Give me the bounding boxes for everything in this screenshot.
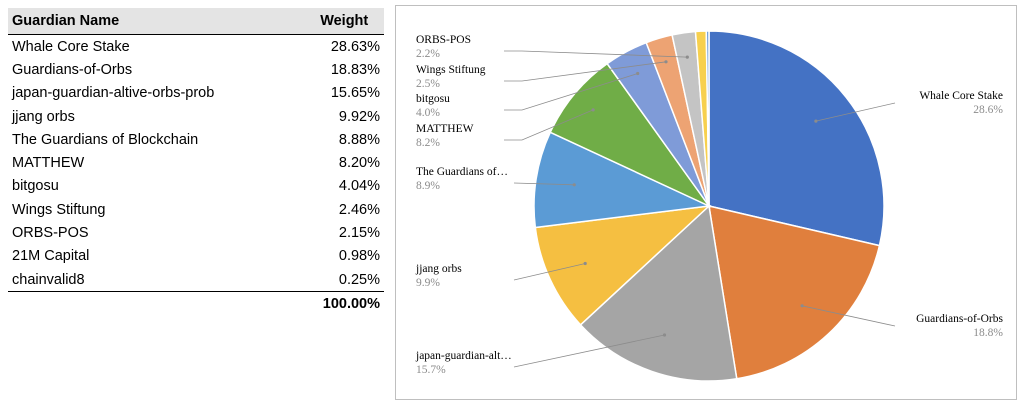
leader-line: [504, 109, 594, 141]
pie-slice-chainvalid8: [705, 30, 710, 207]
leader-dot: [685, 55, 689, 59]
slice-label: The Guardians of…: [416, 166, 508, 178]
table-row: Wings Stiftung 2.46%: [8, 198, 384, 221]
header-weight: Weight: [278, 8, 384, 35]
slice-label: bitgosu: [416, 93, 450, 105]
slice-value-label: 2.2%: [416, 48, 440, 60]
leader-dot: [814, 119, 818, 123]
table-row: bitgosu 4.04%: [8, 175, 384, 198]
guardian-name-cell: Wings Stiftung: [12, 201, 106, 218]
guardian-weight-table-container: Guardian Name Weight Whale Core Stake 28.…: [8, 8, 384, 316]
slice-value-label: 8.9%: [416, 180, 440, 192]
table-row: MATTHEW 8.20%: [8, 151, 384, 174]
slice-value-label: 8.2%: [416, 137, 440, 149]
pie-slice-guardians-of-orbs: [708, 205, 881, 380]
leader-line: [504, 61, 667, 82]
guardian-name-cell: jjang orbs: [12, 108, 75, 125]
pie-slice-jjang-orbs: [534, 204, 712, 326]
table-row: jjang orbs 9.92%: [8, 105, 384, 128]
table-row: chainvalid8 0.25%: [8, 267, 384, 293]
guardian-name-cell: The Guardians of Blockchain: [12, 131, 199, 148]
slice-label: japan-guardian-alt…: [415, 350, 512, 362]
leader-dot: [583, 261, 587, 266]
leader-line: [504, 50, 688, 58]
slice-label: MATTHEW: [416, 123, 474, 135]
slice-value-label: 4.0%: [416, 107, 440, 119]
slice-label: ORBS-POS: [416, 34, 471, 46]
leader-line: [802, 305, 896, 327]
guardian-name-cell: 21M Capital: [12, 248, 90, 265]
leader-dot: [662, 333, 667, 337]
header-guardian-name: Guardian Name: [8, 8, 279, 35]
weight-cell: 18.83%: [330, 61, 380, 78]
slice-value-label: 28.6%: [973, 104, 1003, 116]
guardian-name-cell: MATTHEW: [12, 155, 85, 172]
slice-label: Guardians-of-Orbs: [916, 313, 1003, 325]
table-row: Guardians-of-Orbs 18.83%: [8, 58, 384, 81]
guardian-name-cell: bitgosu: [12, 178, 59, 195]
guardian-weight-table: Guardian Name Weight Whale Core Stake 28.…: [8, 8, 384, 316]
pie-slice-the-guardians-of-blockchain: [533, 131, 712, 229]
total-weight: 100.00%: [322, 296, 380, 313]
guardian-name-cell: Guardians-of-Orbs: [12, 61, 133, 78]
leader-dot: [591, 108, 595, 112]
leader-dot: [664, 60, 668, 64]
table-row: japan-guardian-altive-orbs-prob 15.65%: [8, 82, 384, 105]
leader-line: [513, 334, 665, 368]
pie-chart-frame: Whale Core Stake 28.6% Guardians-of-Orbs 18…: [395, 5, 1017, 400]
table-row: 21M Capital 0.98%: [8, 245, 384, 268]
weight-cell: 2.46%: [338, 201, 380, 218]
weight-cell: 2.15%: [338, 225, 380, 242]
slice-value-label: 15.7%: [416, 364, 446, 376]
guardian-name-cell: Whale Core Stake: [12, 38, 130, 55]
weight-cell: 9.92%: [338, 108, 380, 125]
guardian-name-cell: japan-guardian-altive-orbs-prob: [12, 85, 215, 102]
weight-cell: 28.63%: [330, 38, 380, 55]
leader-line: [504, 73, 638, 111]
weight-cell: 0.25%: [278, 267, 384, 293]
table-row: Whale Core Stake 28.63%: [8, 35, 384, 59]
weight-cell: 8.20%: [338, 155, 380, 172]
weight-cell: 4.04%: [338, 178, 380, 195]
slice-label: jjang orbs: [415, 263, 462, 275]
leader-line: [513, 263, 586, 281]
leader-dot: [572, 183, 576, 187]
weight-cell: 0.98%: [338, 248, 380, 265]
leader-line: [815, 102, 896, 122]
slice-value-label: 18.8%: [973, 327, 1003, 339]
leader-dot: [636, 71, 640, 76]
weight-cell: 8.88%: [338, 131, 380, 148]
guardian-name-cell: ORBS-POS: [12, 225, 89, 242]
slice-label: Wings Stiftung: [416, 64, 486, 76]
table-header-row: Guardian Name Weight: [8, 8, 384, 35]
total-label-cell: [8, 292, 278, 317]
pie-slice-whale-core-stake: [708, 30, 885, 247]
slice-value-label: 2.5%: [416, 78, 440, 90]
pie-slice-matthew: [549, 62, 712, 208]
guardian-name-cell: chainvalid8: [8, 267, 279, 293]
table-body: Whale Core Stake 28.63% Guardians-of-Orbs 1…: [8, 35, 384, 293]
table-row: The Guardians of Blockchain 8.88%: [8, 128, 384, 151]
slice-value-label: 9.9%: [416, 277, 440, 289]
table-total-row: 100.00%: [8, 292, 384, 317]
weight-cell: 15.65%: [330, 85, 380, 102]
pie-chart: Whale Core Stake 28.6% Guardians-of-Orbs 18…: [415, 30, 1004, 382]
table-row: ORBS-POS 2.15%: [8, 221, 384, 244]
slice-label: Whale Core Stake: [919, 90, 1003, 102]
leader-dot: [800, 304, 804, 308]
pie-slice-japan-guardian-altive-orbs-prob: [579, 204, 738, 382]
leader-line: [513, 182, 575, 186]
